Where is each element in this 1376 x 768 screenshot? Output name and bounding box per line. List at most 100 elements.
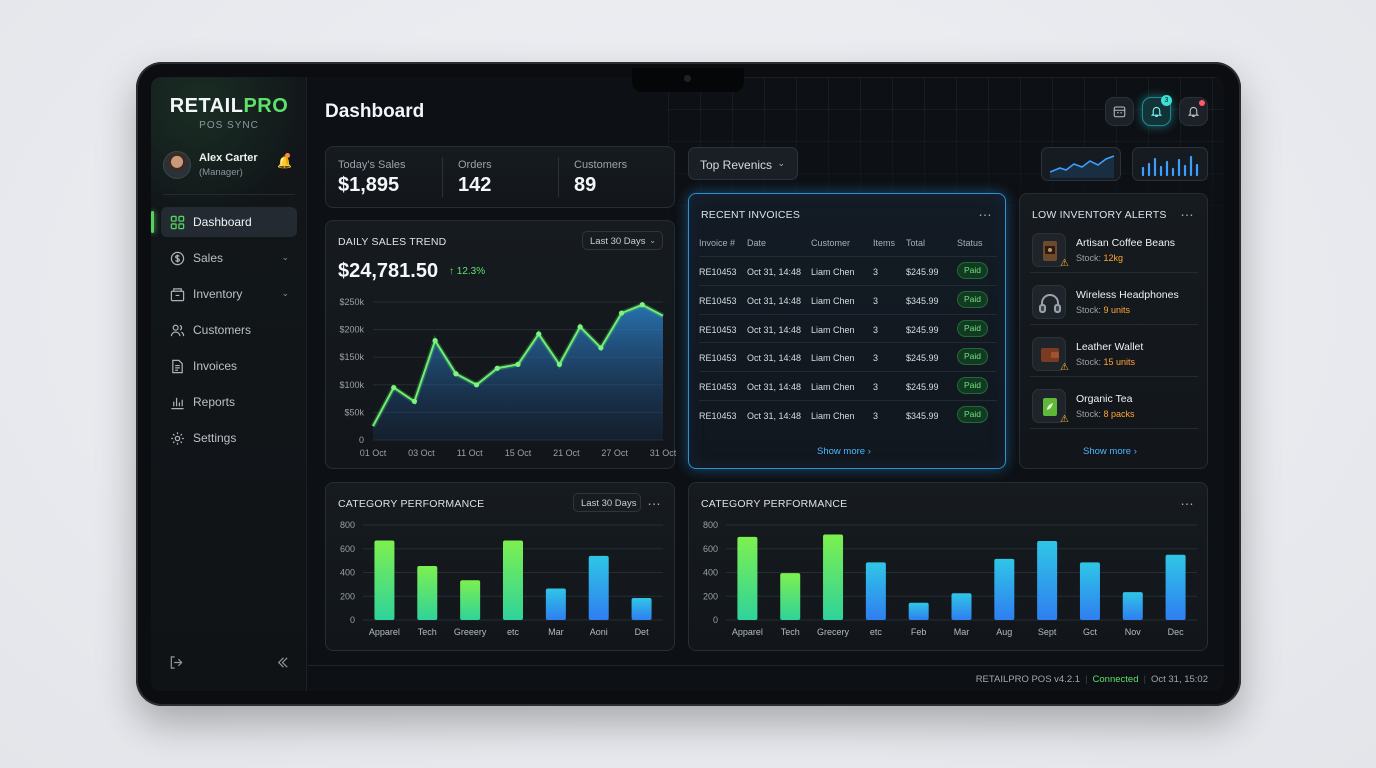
table-cell: Oct 31, 14:48 [747,267,802,277]
invoice-table-header: Invoice # Date Customer Items Total Stat… [699,238,997,252]
user-profile[interactable]: Alex Carter (Manager) 🔔 [163,151,297,181]
app-version: RETAILPRO POS v4.2.1 [975,674,1081,685]
table-cell: 3 [873,267,879,277]
sidebar: RETAILPRO POS SYNC Alex Carter (Manager)… [151,77,307,691]
table-row[interactable]: RE10453 Oct 31, 14:48 Liam Chen 3 $245.99 Pai… [699,371,997,399]
bar [1165,554,1186,620]
more-options-icon[interactable]: … [978,203,993,219]
invoices-show-more-link[interactable]: Show more › [817,446,871,457]
bar [631,598,652,620]
table-cell: Oct 31, 14:48 [747,411,802,421]
sidebar-item-dashboard[interactable]: Dashboard [151,207,297,237]
sidebar-item-inventory[interactable]: Inventory ⌄ [161,279,297,309]
table-cell: RE10453 [699,267,737,277]
trend-change: ↑ 12.3% [449,266,486,277]
sparkline-bars-icon [1141,155,1199,177]
sidebar-item-customers[interactable]: Customers [161,315,297,345]
x-tick-label: Tech [418,627,437,637]
range-select[interactable]: Last 30 Days [573,493,641,512]
x-tick-label: Dec [1168,627,1185,637]
sidebar-item-reports[interactable]: Reports [161,387,297,417]
table-cell: $245.99 [906,267,939,277]
table-cell: 3 [873,353,879,364]
sidebar-item-invoices[interactable]: Invoices [161,351,297,381]
user-role: (Manager) [199,167,243,178]
top-revenue-dropdown[interactable]: Top Revenics ⌄ [688,147,798,180]
table-row[interactable]: RE10453 Oct 31, 14:48 Liam Chen 3 $245.99 Pai… [699,313,997,342]
kpi-label: Orders [458,159,492,171]
users-icon [169,322,185,338]
more-options-icon[interactable]: … [1180,492,1195,508]
table-row[interactable]: RE10453 Oct 31, 14:48 Liam Chen 3 $345.99 Pai… [699,284,997,313]
status-badge: Paid [957,377,988,395]
y-tick-label: 200 [340,591,355,601]
item-stock: Stock: 15 units [1076,357,1135,367]
bar [737,536,758,620]
bar [908,602,929,620]
data-point [639,302,645,308]
category-performance-card-left: CATEGORY PERFORMANCE Last 30 Days … 0 200… [325,482,675,651]
sidebar-item-label: Settings [193,431,237,445]
range-select[interactable]: Last 30 Days ⌄ [582,231,663,250]
box-icon [169,286,185,302]
inventory-alert-item[interactable]: Wireless Headphones Stock: 9 units [1030,281,1198,325]
y-tick-label: 600 [703,544,718,554]
item-stock: Stock: 9 units [1076,305,1130,315]
y-tick-label: 0 [359,435,364,445]
more-options-icon[interactable]: … [647,492,662,508]
status-separator: | [1085,674,1088,685]
kpi-divider [558,157,559,197]
item-stock: Stock: 8 packs [1076,409,1135,419]
column-header: Date [747,238,767,248]
x-tick-label: Grecery [817,627,850,637]
card-title: RECENT INVOICES [701,209,801,221]
bell-icon[interactable]: 🔔 [277,153,292,169]
table-row[interactable]: RE10453 Oct 31, 14:48 Liam Chen 3 $345.99 Pai… [699,400,997,428]
y-tick-label: 0 [713,615,718,625]
status-separator: | [1143,674,1146,685]
data-point [618,310,625,316]
inventory-show-more-link[interactable]: Show more › [1083,446,1137,457]
card-title: CATEGORY PERFORMANCE [701,498,848,510]
status-bar: RETAILPRO POS v4.2.1 | Connected | Oct 31, 1… [308,665,1224,691]
kpi-summary-card: Today's Sales $1,895 Orders 142 Customer… [325,146,675,208]
inventory-alert-item[interactable]: ⚠ Artisan Coffee Beans Stock: 12kg [1030,229,1198,273]
x-tick-label: Gct [1083,627,1098,637]
status-badge: Paid [957,348,988,366]
range-select-label: Last 30 Days [581,498,637,509]
table-cell: Liam Chen [811,382,855,393]
tea-box-icon: ⚠ [1032,389,1069,425]
x-tick-label: 11 Oct [457,448,483,458]
kpi-orders: Orders 142 [446,147,562,209]
chevron-down-icon: ⌄ [777,158,785,168]
notifications-button[interactable]: 3 [1142,95,1172,126]
notification-badge: 3 [1161,95,1172,106]
card-title: CATEGORY PERFORMANCE [338,498,485,510]
inventory-alert-item[interactable]: ⚠ Organic Tea Stock: 8 packs [1030,385,1198,429]
x-tick-label: Mar [954,627,970,637]
avatar[interactable] [163,151,191,179]
table-row[interactable]: RE10453 Oct 31, 14:48 Liam Chen 3 $245.99 Pai… [699,342,997,370]
item-name: Leather Wallet [1076,341,1144,353]
sidebar-item-settings[interactable]: Settings [161,423,297,453]
x-tick-label: Mar [548,627,564,637]
brand-name-part1: RETAIL [169,95,244,117]
document-icon [169,358,185,374]
calendar-button[interactable] [1105,97,1134,126]
sidebar-item-sales[interactable]: Sales ⌄ [161,243,297,273]
item-name: Organic Tea [1076,393,1133,405]
inventory-alert-item[interactable]: ⚠ Leather Wallet Stock: 15 units [1030,333,1198,377]
alerts-button[interactable] [1179,97,1208,126]
stock-value: 8 packs [1103,409,1135,419]
app-screen: RETAILPRO POS SYNC Alex Carter (Manager)… [151,77,1224,691]
collapse-sidebar-icon[interactable] [275,655,290,673]
x-tick-label: 01 Oct [360,448,387,458]
sidebar-nav: Dashboard Sales ⌄ Inventory ⌄ Customers … [151,207,297,459]
more-options-icon[interactable]: … [1180,203,1195,219]
logout-icon[interactable] [169,655,184,673]
bar-sparkline-widget[interactable] [1132,147,1208,181]
trend-total: $24,781.50 [338,260,439,282]
line-sparkline-widget[interactable] [1041,147,1121,181]
table-row[interactable]: RE10453 Oct 31, 14:48 Liam Chen 3 $245.99 Pai… [699,256,997,284]
stock-value: 15 units [1103,357,1136,367]
